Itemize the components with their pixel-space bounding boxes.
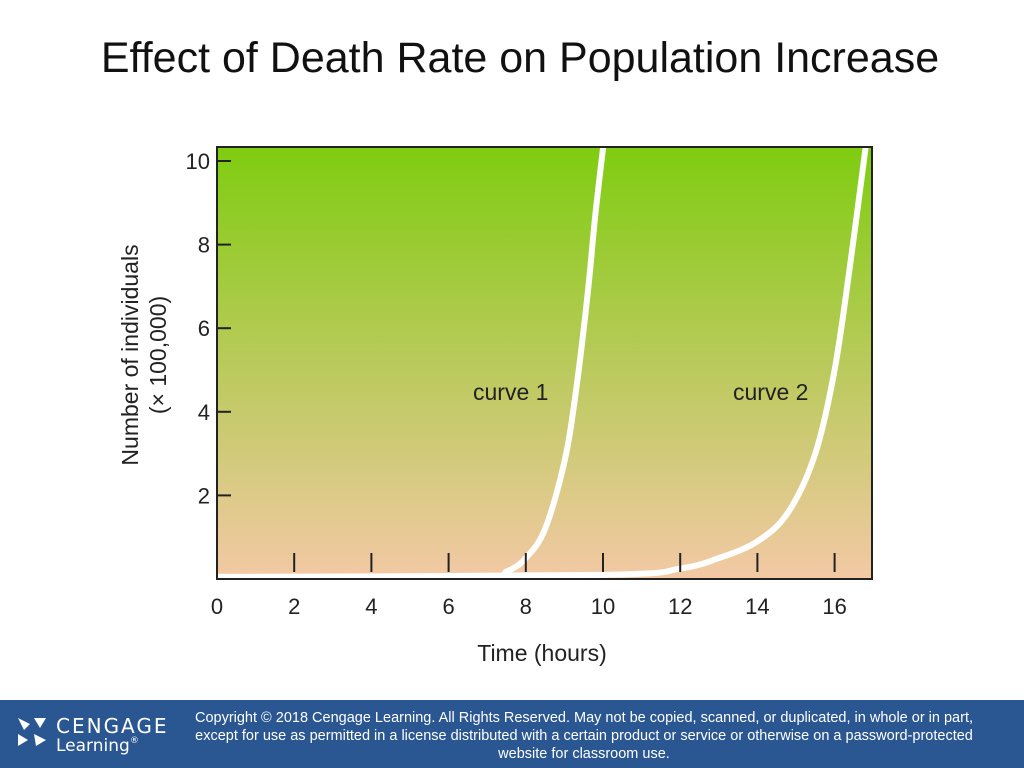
x-tick-label: 16 <box>822 594 846 619</box>
y-tick-label: 4 <box>198 400 210 425</box>
curves-layer <box>217 147 869 579</box>
x-tick-label: 12 <box>668 594 692 619</box>
population-chart: 0 2 4 6 8 10 12 14 16 2 4 6 8 10 Time (hours) Number… <box>117 146 873 666</box>
x-tick-label: 6 <box>442 594 454 619</box>
y-tick-label: 10 <box>186 149 210 174</box>
cengage-logo-icon <box>18 718 46 746</box>
logo-subword: Learning® <box>56 736 139 756</box>
y-tick-label: 6 <box>198 316 210 341</box>
logo-wordmark: CENGAGE <box>56 714 169 738</box>
x-tick-label: 14 <box>745 594 769 619</box>
curve-1-label: curve 1 <box>473 379 548 405</box>
y-tick-label: 8 <box>198 233 210 258</box>
x-tick-label: 10 <box>591 594 615 619</box>
curve-2-label: curve 2 <box>733 379 808 405</box>
plot-frame <box>216 146 873 580</box>
y-axis: 2 4 6 8 10 <box>186 149 231 508</box>
footer-bar: CENGAGE Learning® Copyright © 2018 Cenga… <box>0 700 1024 768</box>
y-tick-label: 2 <box>198 483 210 508</box>
cengage-logo: CENGAGE Learning® <box>14 712 184 758</box>
x-tick-label: 8 <box>520 594 532 619</box>
y-axis-unit: (× 100,000) <box>145 296 171 414</box>
x-tick-label: 0 <box>211 594 223 619</box>
y-axis-label-group: Number of individuals (× 100,000) <box>117 244 171 465</box>
x-tick-label: 2 <box>288 594 300 619</box>
plot-area <box>217 147 872 579</box>
y-axis-label: Number of individuals <box>117 244 143 465</box>
x-axis: 0 2 4 6 8 10 12 14 16 <box>211 553 847 619</box>
curve-2-line <box>217 147 869 579</box>
x-tick-label: 4 <box>365 594 377 619</box>
copyright-notice: Copyright © 2018 Cengage Learning. All R… <box>194 710 974 762</box>
x-axis-label: Time (hours) <box>477 640 607 666</box>
slide-title: Effect of Death Rate on Population Incre… <box>100 34 940 82</box>
